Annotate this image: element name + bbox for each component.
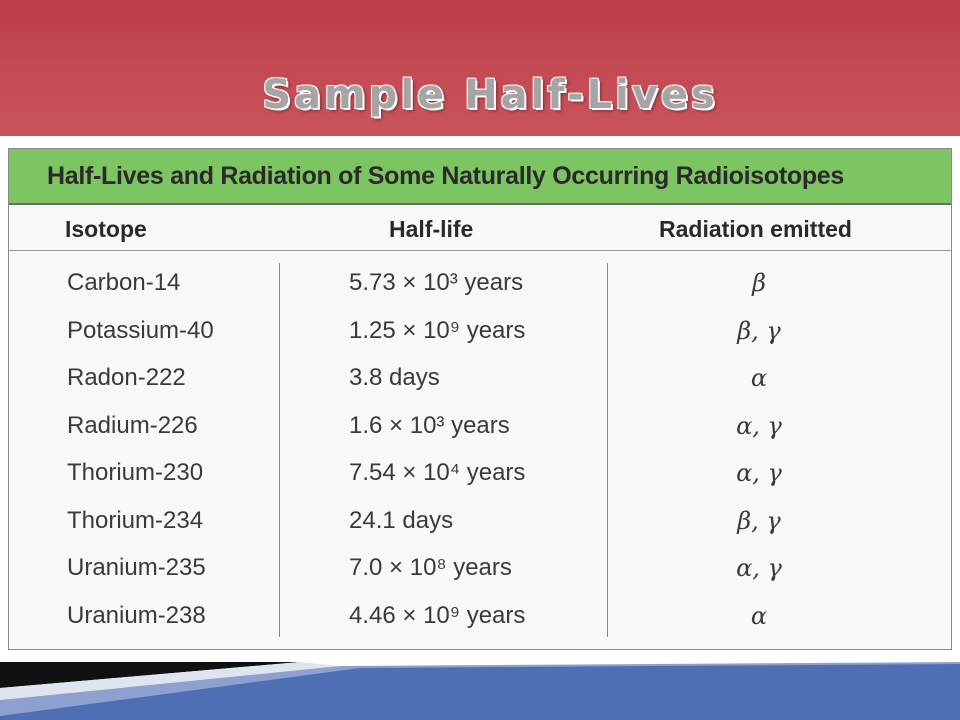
isotope-cell: Radon-222 xyxy=(67,364,186,391)
footer-decoration xyxy=(0,660,960,720)
radiation-cell: β, γ xyxy=(737,506,781,535)
isotope-cell: Thorium-230 xyxy=(67,459,204,486)
table-row: Thorium-230 7.54 × 10⁴ years α, γ xyxy=(9,449,951,497)
slide-title: Sample Half-Lives xyxy=(262,72,718,118)
radiation-cell: β, γ xyxy=(737,316,781,345)
radiation-cell: α, γ xyxy=(736,411,782,440)
half-lives-table: Half-Lives and Radiation of Some Natural… xyxy=(8,148,952,650)
isotope-cell: Uranium-235 xyxy=(67,554,206,581)
radiation-cell: α xyxy=(750,364,768,392)
radiation-cell: β xyxy=(752,269,766,297)
column-divider xyxy=(279,263,280,637)
half-life-cell: 7.54 × 10⁴ years xyxy=(349,459,526,486)
table-header-row: Isotope Half-life Radiation emitted xyxy=(9,205,951,251)
table-row: Uranium-238 4.46 × 10⁹ years α xyxy=(9,592,951,640)
isotope-cell: Carbon-14 xyxy=(67,269,181,296)
half-life-cell: 3.8 days xyxy=(349,364,440,391)
column-divider xyxy=(607,263,608,637)
radiation-cell: α, γ xyxy=(736,554,782,582)
half-life-cell: 1.25 × 10⁹ years xyxy=(349,316,526,344)
isotope-cell: Radium-226 xyxy=(67,411,198,439)
isotope-cell: Thorium-234 xyxy=(67,506,204,534)
table-row: Thorium-234 24.1 days β, γ xyxy=(9,497,951,545)
column-header-half-life: Half-life xyxy=(389,216,474,242)
half-life-cell: 1.6 × 10³ years xyxy=(349,411,510,439)
radiation-cell: α xyxy=(750,601,768,630)
radiation-cell: α, γ xyxy=(736,459,782,487)
isotope-cell: Uranium-238 xyxy=(67,601,206,629)
slide-header xyxy=(0,0,960,136)
column-header-radiation: Radiation emitted xyxy=(659,216,852,242)
table-row: Radium-226 1.6 × 10³ years α, γ xyxy=(9,402,951,450)
half-life-cell: 7.0 × 10⁸ years xyxy=(349,554,512,581)
table-row: Uranium-235 7.0 × 10⁸ years α, γ xyxy=(9,544,951,592)
column-header-isotope: Isotope xyxy=(65,216,147,242)
table-caption: Half-Lives and Radiation of Some Natural… xyxy=(47,162,845,190)
table-row: Carbon-14 5.73 × 10³ years β xyxy=(9,259,951,307)
half-life-cell: 4.46 × 10⁹ years xyxy=(349,601,526,629)
half-life-cell: 24.1 days xyxy=(349,506,454,534)
isotope-cell: Potassium-40 xyxy=(67,316,214,344)
half-life-cell: 5.73 × 10³ years xyxy=(349,269,524,296)
table-caption-bar: Half-Lives and Radiation of Some Natural… xyxy=(9,149,951,205)
table-row: Potassium-40 1.25 × 10⁹ years β, γ xyxy=(9,307,951,355)
table-row: Radon-222 3.8 days α xyxy=(9,354,951,402)
